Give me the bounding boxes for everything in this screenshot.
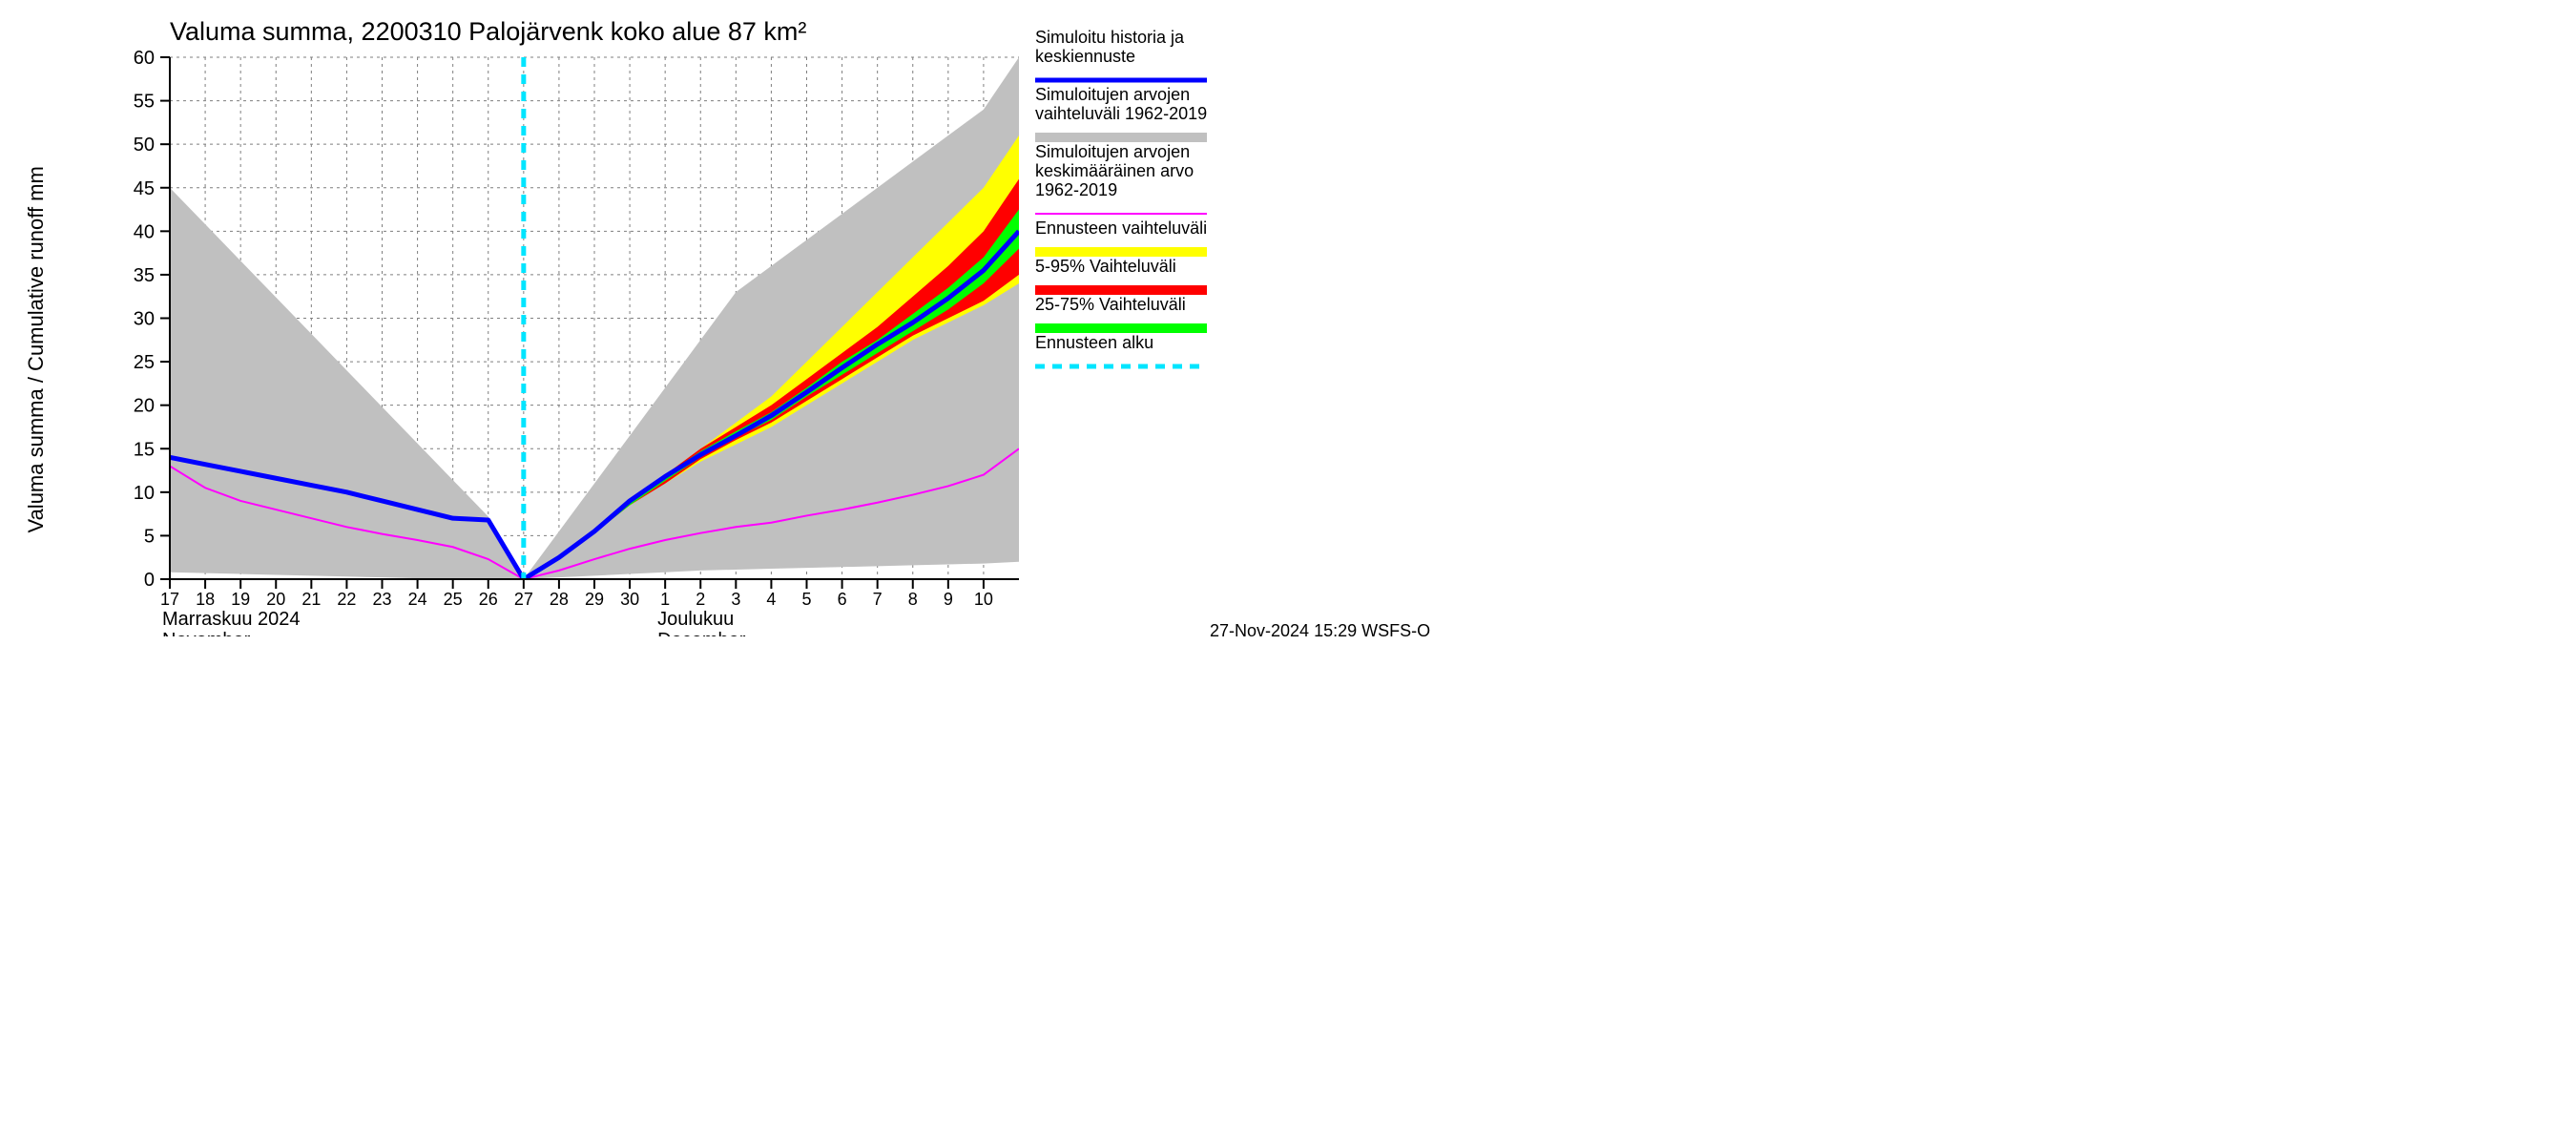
x-tick-label: 4 (766, 590, 776, 609)
x-tick-label: 22 (337, 590, 356, 609)
x-tick-label: 3 (731, 590, 740, 609)
legend-swatch (1035, 323, 1207, 333)
legend-item-blue: Simuloitu historia jakeskiennuste (1035, 28, 1207, 80)
chart-footer: 27-Nov-2024 15:29 WSFS-O (1210, 621, 1430, 636)
y-tick-label: 20 (134, 396, 155, 417)
legend: Simuloitu historia jakeskiennusteSimuloi… (1035, 28, 1207, 366)
legend-item-yellow: Ennusteen vaihteluväli (1035, 219, 1207, 257)
y-tick-label: 10 (134, 483, 155, 504)
x-tick-label: 21 (301, 590, 321, 609)
chart-svg: 0510152025303540455055601718192021222324… (0, 0, 1431, 636)
x-tick-label: 27 (514, 590, 533, 609)
y-tick-label: 30 (134, 309, 155, 330)
y-tick-label: 50 (134, 135, 155, 156)
y-tick-label: 5 (144, 526, 155, 547)
x-tick-label: 20 (266, 590, 285, 609)
legend-label: vaihteluväli 1962-2019 (1035, 104, 1207, 123)
legend-label: keskiennuste (1035, 47, 1135, 66)
y-tick-label: 0 (144, 570, 155, 591)
legend-item-cyan: Ennusteen alku (1035, 333, 1207, 366)
month-label-fi: Marraskuu 2024 (162, 609, 301, 630)
legend-label: keskimääräinen arvo (1035, 161, 1194, 180)
legend-label: 5-95% Vaihteluväli (1035, 257, 1176, 276)
y-axis-label: Valuma summa / Cumulative runoff mm (24, 166, 48, 532)
legend-label: Ennusteen alku (1035, 333, 1153, 352)
x-tick-label: 5 (801, 590, 811, 609)
x-tick-label: 18 (196, 590, 215, 609)
x-tick-label: 6 (838, 590, 847, 609)
x-tick-label: 7 (873, 590, 883, 609)
legend-item-green: 25-75% Vaihteluväli (1035, 295, 1207, 333)
legend-item-magenta: Simuloitujen arvojenkeskimääräinen arvo … (1035, 142, 1207, 214)
x-tick-label: 23 (372, 590, 391, 609)
legend-swatch (1035, 285, 1207, 295)
legend-swatch (1035, 133, 1207, 142)
y-tick-label: 60 (134, 48, 155, 69)
y-tick-label: 15 (134, 439, 155, 460)
chart-container: 0510152025303540455055601718192021222324… (0, 0, 1431, 636)
legend-item-red: 5-95% Vaihteluväli (1035, 257, 1207, 295)
x-tick-label: 25 (444, 590, 463, 609)
x-tick-label: 29 (585, 590, 604, 609)
x-tick-label: 24 (408, 590, 427, 609)
chart-title: Valuma summa, 2200310 Palojärvenk koko a… (170, 17, 806, 46)
legend-label: 25-75% Vaihteluväli (1035, 295, 1186, 314)
x-tick-label: 10 (974, 590, 993, 609)
x-tick-label: 19 (231, 590, 250, 609)
y-tick-label: 40 (134, 221, 155, 242)
y-tick-label: 25 (134, 352, 155, 373)
y-tick-label: 35 (134, 265, 155, 286)
x-tick-label: 28 (550, 590, 569, 609)
legend-item-grey: Simuloitujen arvojenvaihteluväli 1962-20… (1035, 85, 1207, 142)
legend-label: Simuloitu historia ja (1035, 28, 1185, 47)
x-tick-label: 17 (160, 590, 179, 609)
y-tick-label: 45 (134, 178, 155, 199)
x-tick-label: 2 (696, 590, 705, 609)
month-label-en: November (162, 630, 251, 636)
legend-swatch (1035, 247, 1207, 257)
legend-label: Ennusteen vaihteluväli (1035, 219, 1207, 238)
x-tick-label: 26 (479, 590, 498, 609)
x-tick-label: 1 (660, 590, 670, 609)
x-tick-label: 9 (944, 590, 953, 609)
legend-label: Simuloitujen arvojen (1035, 85, 1190, 104)
x-tick-label: 8 (908, 590, 918, 609)
y-tick-label: 55 (134, 92, 155, 113)
month-label-fi: Joulukuu (657, 609, 734, 630)
x-tick-label: 30 (620, 590, 639, 609)
legend-label: 1962-2019 (1035, 180, 1117, 199)
month-label-en: December (657, 630, 746, 636)
legend-label: Simuloitujen arvojen (1035, 142, 1190, 161)
